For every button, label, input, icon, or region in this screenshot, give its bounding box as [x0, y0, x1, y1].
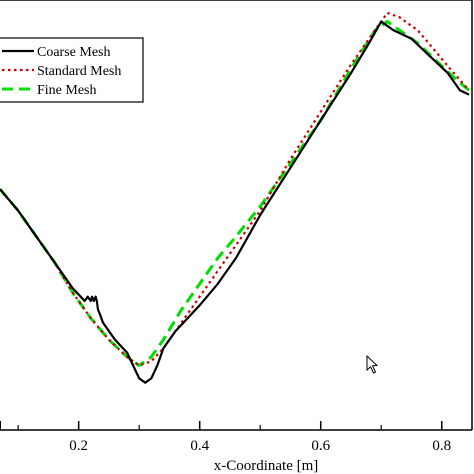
- legend-label: Coarse Mesh: [37, 45, 111, 60]
- x-tick-label: 0.4: [190, 438, 209, 454]
- tick-layer: 0.2 0.4 0.6 0.8: [0, 421, 451, 454]
- legend-box: [0, 37, 144, 103]
- plot-area: 0.2 0.4 0.6 0.8: [0, 0, 473, 454]
- x-axis-title: x-Coordinate [m]: [214, 458, 319, 474]
- x-tick-label: 0.2: [69, 438, 88, 454]
- series-layer: [0, 11, 470, 384]
- legend-items: Coarse Mesh Standard Mesh Fine Mesh: [2, 45, 121, 98]
- legend-label: Fine Mesh: [37, 83, 97, 98]
- mouse-cursor-icon: [366, 354, 379, 374]
- series-line-fine-mesh: [0, 20, 470, 367]
- legend-label: Standard Mesh: [37, 64, 121, 79]
- legend: Coarse Mesh Standard Mesh Fine Mesh: [0, 37, 144, 103]
- x-tick-label: 0.8: [432, 438, 451, 454]
- x-tick-label: 0.6: [311, 438, 330, 454]
- series-line-coarse-mesh: [0, 20, 470, 384]
